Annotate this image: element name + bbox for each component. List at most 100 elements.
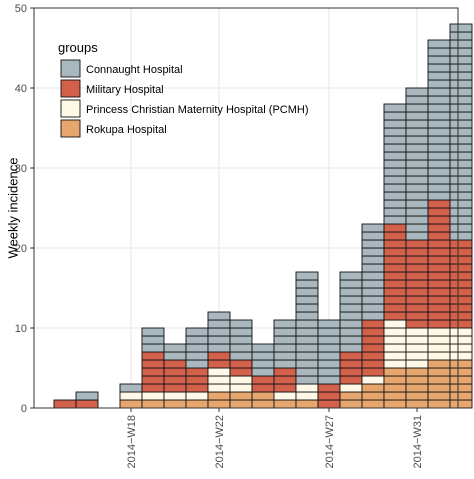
- bar-block: [449, 191, 473, 201]
- bar-block: [163, 383, 187, 393]
- legend-label: Rokupa Hospital: [86, 124, 167, 136]
- bar-block: [427, 391, 451, 401]
- bar-block: [229, 327, 253, 337]
- bar-block: [207, 383, 231, 393]
- bar-block: [251, 359, 275, 369]
- legend-key: [60, 99, 81, 118]
- bar-block: [339, 295, 363, 305]
- bar-block: [405, 383, 429, 393]
- bar-block: [207, 399, 231, 409]
- bar-block: [295, 383, 319, 393]
- bar-block: [317, 343, 341, 353]
- bar-block: [427, 223, 451, 233]
- bar-block: [449, 167, 473, 177]
- bar-block: [427, 47, 451, 57]
- bar-block: [405, 327, 429, 337]
- bar-block: [207, 311, 231, 321]
- bar-block: [383, 247, 407, 257]
- bar-block: [427, 399, 451, 409]
- bar-block: [427, 183, 451, 193]
- bar-block: [449, 319, 473, 329]
- bar-block: [383, 151, 407, 161]
- bar-block: [383, 231, 407, 241]
- bar-block: [383, 303, 407, 313]
- bar-block: [427, 295, 451, 305]
- bar-block: [207, 351, 231, 361]
- bar-block: [427, 39, 451, 49]
- bar-block: [383, 175, 407, 185]
- bar-block: [405, 359, 429, 369]
- bar-block: [273, 375, 297, 385]
- bar-block: [339, 367, 363, 377]
- y-tick-label: 10: [15, 323, 27, 335]
- bar-block: [163, 343, 187, 353]
- bar-block: [273, 391, 297, 401]
- bar-block: [449, 135, 473, 145]
- bar-block: [75, 391, 99, 401]
- bar-block: [405, 199, 429, 209]
- bar-block: [141, 335, 165, 345]
- bar-block: [339, 335, 363, 345]
- bar-block: [317, 335, 341, 345]
- bar-block: [141, 375, 165, 385]
- bar-block: [427, 151, 451, 161]
- bar-block: [383, 103, 407, 113]
- bar-block: [141, 359, 165, 369]
- bar-block: [427, 119, 451, 129]
- bar-block: [383, 391, 407, 401]
- bar-block: [185, 375, 209, 385]
- bar-block: [339, 351, 363, 361]
- bar-block: [405, 151, 429, 161]
- bar-block: [405, 351, 429, 361]
- bar-block: [383, 335, 407, 345]
- bar-block: [405, 255, 429, 265]
- plot-border: [33, 7, 459, 409]
- bar-block: [449, 327, 473, 337]
- bar-block: [383, 319, 407, 329]
- bar-block: [229, 383, 253, 393]
- bar-block: [449, 375, 473, 385]
- bar-block: [449, 367, 473, 377]
- bar-block: [141, 391, 165, 401]
- bar-block: [383, 207, 407, 217]
- bar-block: [383, 183, 407, 193]
- bar-block: [405, 215, 429, 225]
- bar-block: [361, 247, 385, 257]
- bar-block: [449, 359, 473, 369]
- bar-block: [361, 239, 385, 249]
- legend-key: [60, 79, 81, 98]
- bar-block: [339, 383, 363, 393]
- bar-block: [317, 367, 341, 377]
- bar-block: [383, 223, 407, 233]
- bar-block: [449, 311, 473, 321]
- bar-block: [163, 391, 187, 401]
- bar-block: [449, 223, 473, 233]
- bar-block: [383, 167, 407, 177]
- bar-block: [449, 175, 473, 185]
- bar-block: [383, 375, 407, 385]
- bar-block: [405, 319, 429, 329]
- bar-block: [383, 399, 407, 409]
- bar-block: [405, 311, 429, 321]
- bar-block: [339, 279, 363, 289]
- bar-block: [295, 279, 319, 289]
- bar-block: [53, 399, 77, 409]
- bar-block: [185, 391, 209, 401]
- bar-block: [449, 63, 473, 73]
- bar-block: [251, 343, 275, 353]
- bar-block: [427, 95, 451, 105]
- bar-block: [427, 111, 451, 121]
- y-tick-label: 30: [15, 163, 27, 175]
- bar-block: [427, 247, 451, 257]
- bar-block: [383, 359, 407, 369]
- bars-layer: [53, 23, 473, 409]
- legend-title: groups: [58, 40, 98, 55]
- bar-block: [383, 295, 407, 305]
- bar-block: [449, 23, 473, 33]
- bar-block: [295, 295, 319, 305]
- bar-block: [449, 287, 473, 297]
- bar-block: [339, 343, 363, 353]
- bar-block: [295, 399, 319, 409]
- bar-block: [427, 103, 451, 113]
- y-axis: 0 10 20 30 40 50: [15, 3, 34, 415]
